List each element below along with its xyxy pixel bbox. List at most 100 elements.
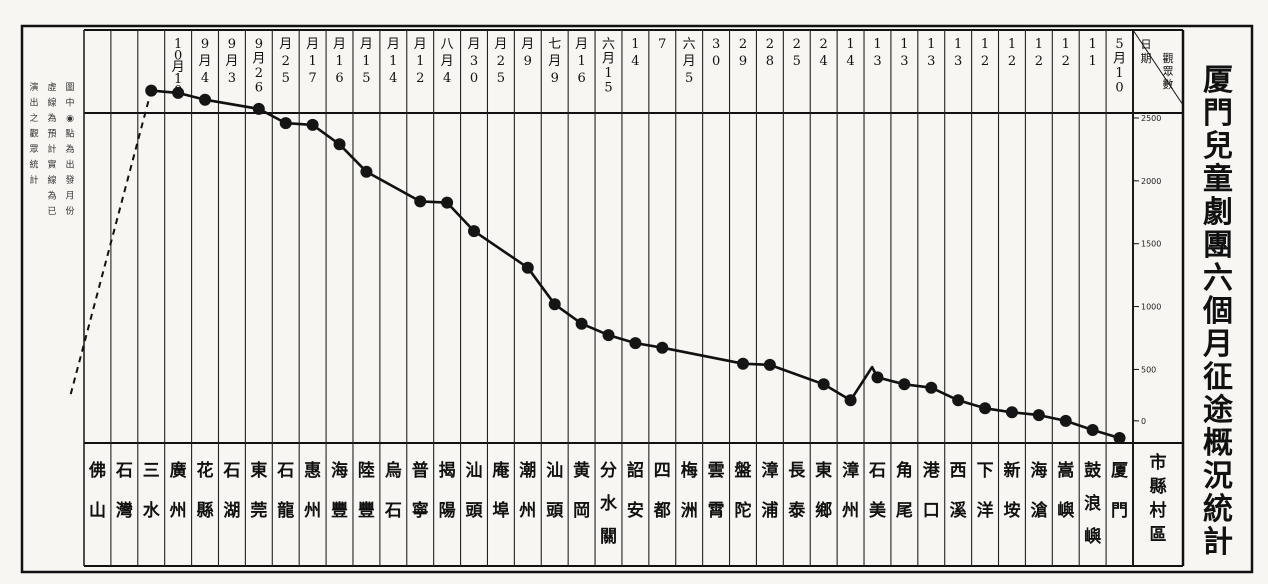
place-label-30: 惠州 xyxy=(303,460,321,521)
header-audience-label: 觀眾數 xyxy=(1163,52,1174,91)
data-point xyxy=(521,261,534,274)
y-tick-label: 2500 xyxy=(1141,114,1161,123)
place-label-23: 庵埠 xyxy=(492,460,509,521)
place-label-20: 黄岡 xyxy=(573,460,590,521)
y-tick-label: 2000 xyxy=(1141,177,1161,186)
data-point xyxy=(414,195,427,208)
place-label-16: 梅洲 xyxy=(681,460,698,521)
place-label-21: 汕頭 xyxy=(546,461,564,521)
data-point xyxy=(252,102,265,115)
place-label-37: 石灣 xyxy=(115,461,133,521)
outer-border xyxy=(20,24,1254,574)
place-label-31: 石龍 xyxy=(276,461,294,521)
data-point xyxy=(736,357,749,370)
data-point xyxy=(199,93,212,106)
place-label-14: 盤陀 xyxy=(734,460,752,521)
place-label-12: 長泰 xyxy=(788,461,806,521)
place-label-8: 角尾 xyxy=(896,460,913,521)
place-label-1: 鼓浪嶼 xyxy=(1084,460,1102,547)
data-point xyxy=(306,118,319,131)
data-point xyxy=(656,341,669,354)
y-tick-label: 500 xyxy=(1141,365,1156,374)
chart-frame xyxy=(20,24,1254,574)
place-label-26: 普寧 xyxy=(412,460,429,521)
data-point xyxy=(1113,432,1126,444)
place-header: 市縣村區 xyxy=(1150,452,1167,545)
data-point xyxy=(629,337,642,350)
series-line-0 xyxy=(151,89,1120,440)
data-point xyxy=(898,378,911,391)
place-label-38: 佛山 xyxy=(88,460,106,521)
date-label-25: 八月 4 xyxy=(441,37,454,86)
place-label-4: 新垵 xyxy=(1003,460,1020,521)
date-label-19: 六月 1 5 xyxy=(602,37,615,96)
place-label-22: 潮州 xyxy=(518,460,536,521)
place-labels: 厦門鼓浪嶼嵩嶼海滄新垵下洋西溪港口角尾石美漳州東鄉長泰漳浦盤陀雲霄梅洲四都詔安分… xyxy=(88,460,1129,547)
place-label-2: 嵩嶼 xyxy=(1057,460,1074,521)
data-point xyxy=(979,402,992,415)
place-label-34: 花縣 xyxy=(197,460,214,521)
series-points xyxy=(145,84,1126,444)
data-point xyxy=(602,329,615,342)
data-point xyxy=(1086,424,1099,436)
place-label-25: 揭陽 xyxy=(439,460,456,521)
data-point xyxy=(952,394,965,407)
data-point xyxy=(763,358,776,371)
date-label-21: 七月 9 xyxy=(548,37,561,86)
data-point xyxy=(1032,409,1045,422)
date-labels: 5 月 1 0 1 1 1 2 1 2 1 2 1 2 1 3 1 3 1 3 1 3 1 4 2 4 2 5 2 8 2 9 3 0 六月 5 7 1 4… xyxy=(172,37,1126,98)
place-label-24: 汕頭 xyxy=(466,461,484,521)
place-label-33: 石湖 xyxy=(222,461,240,521)
place-label-15: 雲霄 xyxy=(708,461,725,521)
place-label-10: 漳州 xyxy=(841,460,859,521)
place-label-0: 厦門 xyxy=(1111,461,1129,521)
header-date-label: 日期 xyxy=(1141,38,1152,65)
data-point xyxy=(925,381,938,394)
data-point xyxy=(548,298,561,311)
place-label-35: 廣州 xyxy=(169,460,187,521)
data-point xyxy=(360,165,373,178)
y-tick-label: 0 xyxy=(1141,417,1146,426)
data-point xyxy=(279,117,292,130)
place-label-29: 海豐 xyxy=(331,460,348,521)
chart-title: 厦門兒童劇團六個月征途概況統計 xyxy=(1202,63,1234,560)
place-label-6: 西溪 xyxy=(950,461,968,521)
side-note-col: 演出之觀眾統計 xyxy=(29,81,38,186)
date-label-17: 7 xyxy=(658,37,666,52)
data-point xyxy=(468,225,481,238)
place-label-36: 三水 xyxy=(143,461,161,521)
data-point xyxy=(844,394,857,407)
y-tick-label: 1000 xyxy=(1141,303,1161,312)
place-label-13: 漳浦 xyxy=(761,460,778,521)
place-label-19: 分水關 xyxy=(600,461,618,547)
place-label-27: 烏石 xyxy=(384,460,402,521)
place-label-17: 四都 xyxy=(653,461,671,521)
place-label-11: 東鄉 xyxy=(815,460,832,521)
data-point xyxy=(441,196,454,209)
place-label-32: 東莞 xyxy=(250,460,267,521)
date-label-16: 六月 5 xyxy=(683,37,696,86)
